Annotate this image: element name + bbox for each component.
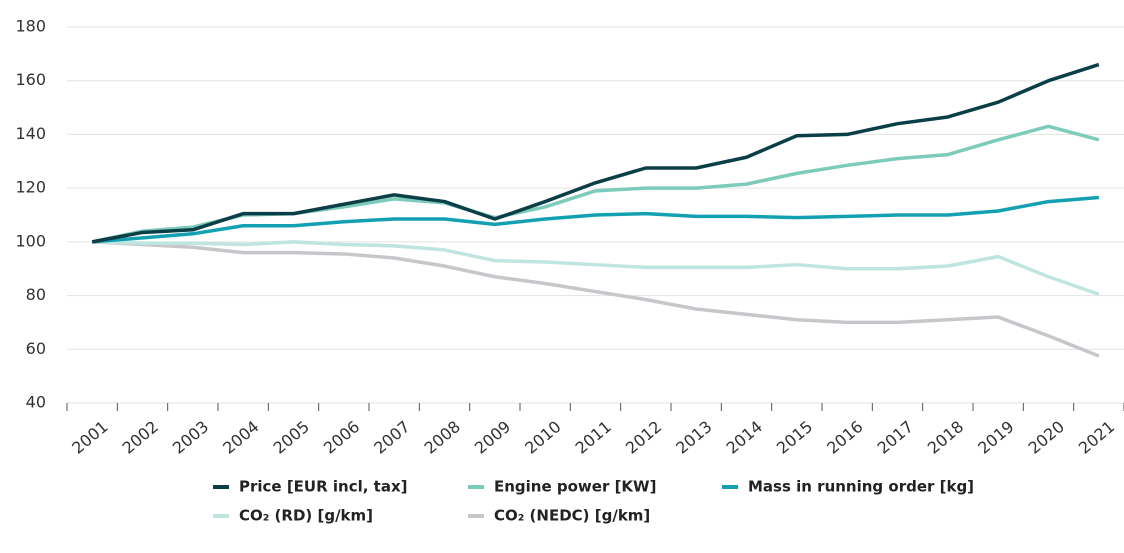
y-tick-label: 120 — [15, 178, 46, 197]
y-tick-label: 100 — [15, 231, 46, 250]
series-line — [91, 62, 1100, 244]
legend-label: CO₂ (RD) [g/km] — [239, 507, 373, 525]
x-tick-label: 2015 — [773, 417, 816, 458]
x-tick-label: 2012 — [622, 417, 665, 458]
x-tick-label: 2018 — [924, 417, 967, 458]
x-tick-label: 2003 — [169, 417, 212, 458]
series-line — [92, 195, 1099, 244]
x-tick-label: 2011 — [572, 417, 615, 458]
x-tick-label: 2010 — [521, 417, 564, 458]
x-tick-label: 2020 — [1025, 417, 1068, 458]
x-tick-label: 2002 — [119, 417, 162, 458]
y-tick-label: 80 — [26, 285, 46, 304]
x-tick-label: 2008 — [421, 417, 464, 458]
y-tick-label: 160 — [15, 70, 46, 89]
legend-label: CO₂ (NEDC) [g/km] — [494, 507, 650, 525]
x-tick-label: 2006 — [320, 417, 363, 458]
x-tick-label: 2004 — [219, 417, 262, 458]
x-tick-label: 2013 — [672, 417, 715, 458]
series-line — [92, 240, 1100, 358]
x-tick-label: 2019 — [974, 417, 1017, 458]
y-tick-label: 60 — [26, 339, 46, 358]
y-tick-label: 180 — [15, 17, 46, 36]
x-tick-label: 2016 — [823, 417, 866, 458]
x-tick-label: 2005 — [270, 417, 313, 458]
y-tick-label: 40 — [26, 393, 46, 412]
x-tick-label: 2021 — [1075, 417, 1118, 458]
legend-label: Mass in running order [kg] — [748, 478, 974, 496]
series-line — [92, 240, 1100, 296]
legend-label: Engine power [KW] — [494, 478, 656, 496]
x-tick-label: 2014 — [723, 417, 766, 458]
y-tick-label: 140 — [15, 124, 46, 143]
x-tick-label: 2017 — [874, 417, 917, 458]
x-tick-label: 2009 — [471, 417, 514, 458]
x-tick-label: 2007 — [370, 417, 413, 458]
x-tick-label: 2001 — [68, 417, 111, 458]
legend-label: Price [EUR incl, tax] — [239, 478, 407, 496]
